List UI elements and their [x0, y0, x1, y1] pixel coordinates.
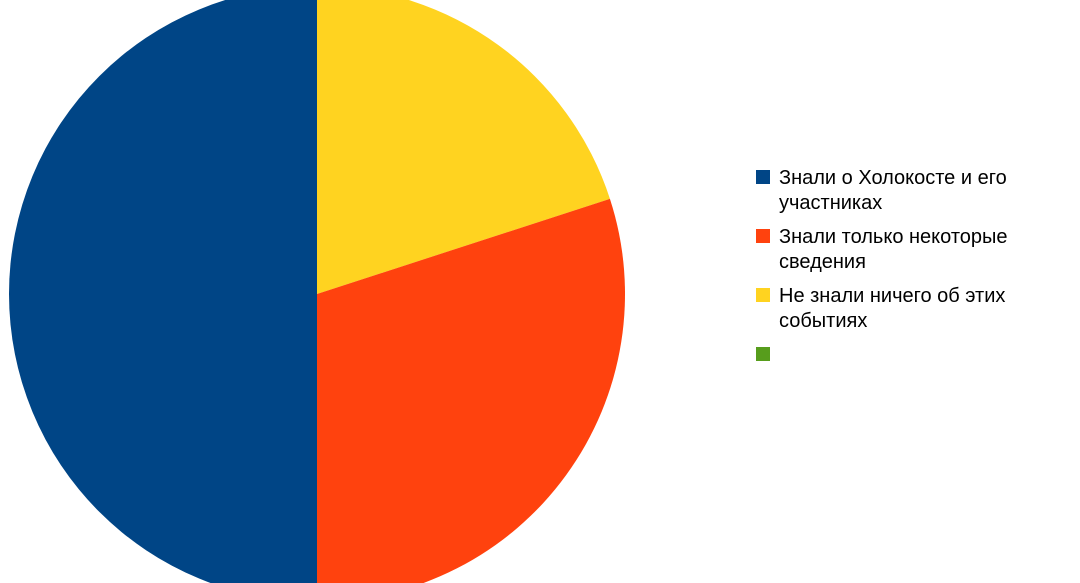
legend-label: Знали только некоторые сведения	[779, 226, 1008, 273]
legend-swatch	[756, 229, 770, 243]
legend-label: Не знали ничего об этих событиях	[779, 285, 1006, 332]
legend-swatch	[756, 288, 770, 302]
pie-slice	[317, 198, 625, 583]
legend-swatch	[756, 170, 770, 184]
legend-item: Знали только некоторые сведения	[756, 225, 1076, 275]
legend-item: Знали о Холокосте и его участниках	[756, 166, 1076, 216]
legend-label: Знали о Холокосте и его участниках	[779, 167, 1007, 214]
chart-legend: Знали о Холокосте и его участниках Знали…	[756, 166, 1076, 372]
legend-item: Не знали ничего об этих событиях	[756, 284, 1076, 334]
pie-slice	[9, 0, 317, 583]
pie-slice	[317, 0, 610, 294]
legend-swatch	[756, 347, 770, 361]
legend-item	[756, 343, 1076, 363]
